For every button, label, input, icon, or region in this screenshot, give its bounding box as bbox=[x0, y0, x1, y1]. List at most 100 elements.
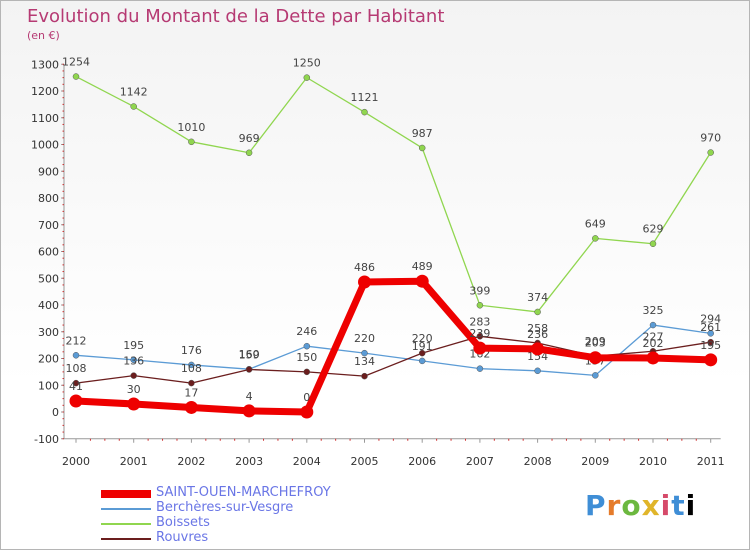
data-label-berch-res-sur-vesgre: 246 bbox=[296, 325, 317, 338]
y-tick-label: 600 bbox=[38, 246, 59, 259]
data-label-rouvres: 283 bbox=[469, 315, 490, 328]
data-label-boissets: 987 bbox=[412, 127, 433, 140]
data-label-saint-ouen-marchefroy: 489 bbox=[412, 260, 433, 273]
data-label-saint-ouen-marchefroy: 17 bbox=[184, 386, 198, 399]
data-label-rouvres: 108 bbox=[66, 362, 87, 375]
y-tick-label: 200 bbox=[38, 353, 59, 366]
data-label-boissets: 1254 bbox=[62, 56, 90, 69]
data-point-saint-ouen-marchefroy bbox=[646, 351, 660, 365]
data-label-rouvres: 134 bbox=[354, 355, 375, 368]
series-line-berch-res-sur-vesgre bbox=[75, 324, 712, 377]
y-tick-label: 1000 bbox=[31, 139, 59, 152]
data-point-saint-ouen-marchefroy bbox=[127, 397, 141, 411]
data-point-boissets bbox=[72, 73, 80, 80]
data-point-rouvres bbox=[188, 379, 195, 387]
data-point-berch-res-sur-vesgre bbox=[72, 352, 80, 359]
data-point-rouvres bbox=[476, 333, 484, 340]
data-point-rouvres bbox=[707, 338, 714, 346]
series-line-boissets bbox=[75, 75, 712, 313]
data-label-rouvres: 159 bbox=[239, 348, 260, 361]
data-point-saint-ouen-marchefroy bbox=[704, 353, 718, 367]
data-label-berch-res-sur-vesgre: 176 bbox=[181, 344, 202, 357]
data-point-saint-ouen-marchefroy bbox=[415, 274, 429, 288]
data-label-berch-res-sur-vesgre: 160 bbox=[239, 348, 260, 361]
x-tick-label: 2006 bbox=[408, 455, 436, 468]
legend-swatch bbox=[101, 522, 151, 525]
data-point-saint-ouen-marchefroy bbox=[531, 342, 545, 356]
data-point-berch-res-sur-vesgre bbox=[649, 321, 657, 329]
data-label-saint-ouen-marchefroy: 30 bbox=[127, 383, 141, 396]
y-tick-label: 0 bbox=[52, 406, 59, 419]
data-point-rouvres bbox=[245, 366, 253, 373]
data-label-boissets: 969 bbox=[239, 132, 260, 145]
data-label-boissets: 374 bbox=[527, 291, 548, 304]
data-label-berch-res-sur-vesgre: 212 bbox=[66, 334, 87, 347]
data-label-saint-ouen-marchefroy: 239 bbox=[469, 327, 490, 340]
data-label-boissets: 1121 bbox=[351, 91, 379, 104]
legend-swatch bbox=[101, 489, 151, 498]
data-label-berch-res-sur-vesgre: 191 bbox=[412, 340, 433, 353]
data-label-rouvres: 220 bbox=[412, 332, 433, 345]
data-label-berch-res-sur-vesgre: 294 bbox=[700, 312, 721, 325]
data-label-boissets: 970 bbox=[700, 132, 721, 145]
data-label-saint-ouen-marchefroy: 0 bbox=[303, 391, 310, 404]
data-point-boissets bbox=[245, 149, 253, 157]
data-label-saint-ouen-marchefroy: 236 bbox=[527, 328, 548, 341]
data-label-rouvres: 261 bbox=[700, 321, 721, 334]
data-point-saint-ouen-marchefroy bbox=[242, 404, 256, 418]
data-label-saint-ouen-marchefroy: 195 bbox=[700, 339, 721, 352]
x-tick-label: 2000 bbox=[62, 455, 90, 468]
series-line-saint-ouen-marchefroy bbox=[72, 277, 715, 416]
data-point-boissets bbox=[534, 308, 541, 316]
data-label-boissets: 399 bbox=[469, 284, 490, 297]
data-point-boissets bbox=[303, 74, 311, 81]
data-label-boissets: 1142 bbox=[120, 86, 148, 99]
data-point-berch-res-sur-vesgre bbox=[418, 357, 426, 365]
x-tick-label: 2010 bbox=[639, 455, 667, 468]
x-tick-label: 2007 bbox=[466, 455, 494, 468]
data-point-rouvres bbox=[361, 372, 368, 380]
data-label-rouvres: 108 bbox=[181, 362, 202, 375]
x-tick-label: 2011 bbox=[697, 455, 725, 468]
data-point-saint-ouen-marchefroy bbox=[69, 394, 83, 408]
data-point-berch-res-sur-vesgre bbox=[707, 330, 714, 337]
data-point-rouvres bbox=[130, 372, 137, 379]
data-point-boissets bbox=[188, 138, 195, 146]
data-point-saint-ouen-marchefroy bbox=[300, 405, 314, 419]
data-label-boissets: 649 bbox=[585, 217, 606, 230]
data-label-saint-ouen-marchefroy: 203 bbox=[585, 337, 606, 350]
data-point-rouvres bbox=[418, 349, 426, 357]
x-tick-label: 2001 bbox=[120, 455, 148, 468]
proxiti-logo: Proxiti bbox=[585, 489, 697, 522]
data-point-saint-ouen-marchefroy bbox=[184, 400, 198, 414]
legend-swatch bbox=[101, 507, 151, 510]
legend-label: Rouvres bbox=[156, 530, 209, 545]
data-point-rouvres bbox=[72, 379, 80, 387]
y-tick-label: 400 bbox=[38, 299, 59, 312]
data-label-berch-res-sur-vesgre: 325 bbox=[643, 304, 664, 317]
y-tick-label: 100 bbox=[38, 379, 59, 392]
y-tick-label: 1300 bbox=[31, 58, 59, 71]
data-point-saint-ouen-marchefroy bbox=[473, 341, 487, 355]
data-label-boissets: 1250 bbox=[293, 57, 321, 70]
chart-title: Evolution du Montant de la Dette par Hab… bbox=[27, 6, 445, 27]
data-label-saint-ouen-marchefroy: 4 bbox=[246, 390, 253, 403]
data-label-berch-res-sur-vesgre: 195 bbox=[123, 339, 144, 352]
y-tick-label: 1200 bbox=[31, 85, 59, 98]
data-label-berch-res-sur-vesgre: 220 bbox=[354, 332, 375, 345]
data-label-rouvres: 258 bbox=[527, 322, 548, 335]
y-tick-label: 800 bbox=[38, 192, 59, 205]
data-point-boissets bbox=[418, 144, 426, 152]
y-tick-label: -100 bbox=[34, 433, 59, 446]
data-label-rouvres: 150 bbox=[296, 351, 317, 364]
data-label-rouvres: 209 bbox=[585, 335, 606, 348]
data-point-boissets bbox=[649, 240, 657, 247]
y-tick-label: 1100 bbox=[31, 112, 59, 125]
data-point-berch-res-sur-vesgre bbox=[476, 365, 484, 372]
data-label-boissets: 1010 bbox=[177, 121, 205, 134]
x-tick-label: 2002 bbox=[177, 455, 205, 468]
data-point-boissets bbox=[476, 302, 484, 309]
data-point-berch-res-sur-vesgre bbox=[534, 367, 541, 375]
data-label-rouvres: 136 bbox=[123, 355, 144, 368]
